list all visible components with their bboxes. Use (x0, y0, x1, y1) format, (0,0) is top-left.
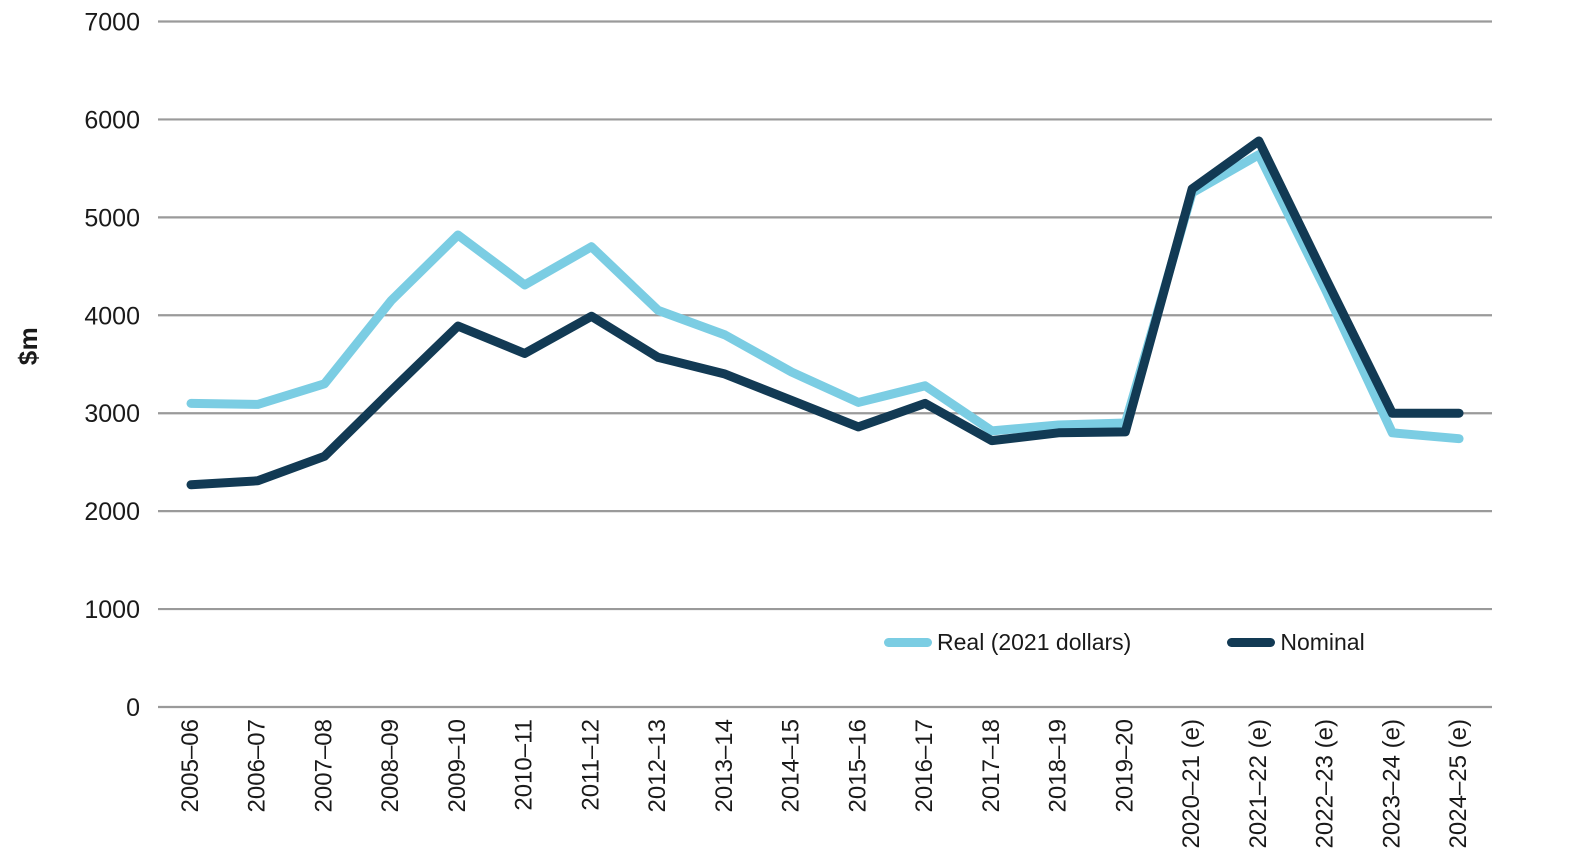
x-tick-label: 2024–25 (e) (1445, 719, 1472, 848)
x-tick-label: 2023–24 (e) (1378, 719, 1405, 848)
x-tick-label: 2007–08 (310, 719, 337, 812)
y-tick-label: 6000 (84, 106, 140, 134)
x-tick-label: 2012–13 (644, 719, 671, 812)
legend-swatch-real-line (884, 638, 932, 647)
y-tick-label: 3000 (84, 400, 140, 428)
legend-swatch-nominal-line (1227, 638, 1276, 647)
x-tick-label: 2021–22 (e) (1245, 719, 1272, 848)
y-tick-label: 2000 (84, 498, 140, 526)
x-tick-label: 2016–17 (911, 719, 938, 812)
x-tick-label: 2022–23 (e) (1312, 719, 1339, 848)
y-tick-label: 4000 (84, 302, 140, 330)
x-tick-label: 2005–06 (177, 719, 204, 812)
legend-item-nominal: Nominal (1227, 629, 1365, 656)
x-tick-label: 2006–07 (244, 719, 271, 812)
x-tick-label: 2008–09 (377, 719, 404, 812)
x-tick-label: 2015–16 (844, 719, 871, 812)
series-line-nominal (186, 136, 1464, 490)
x-tick-label: 2020–21 (e) (1178, 719, 1205, 848)
legend-label-nominal: Nominal (1280, 629, 1365, 655)
legend-item-real: Real (2021 dollars) (884, 629, 1131, 656)
x-tick-label: 2018–19 (1045, 719, 1072, 812)
series-line-real (186, 150, 1464, 444)
y-axis-title: $m (12, 326, 43, 366)
y-tick-label: 1000 (84, 596, 140, 624)
x-tick-label: 2010–11 (511, 719, 538, 811)
legend: Real (2021 dollars) Nominal (884, 629, 1365, 656)
y-tick-label: 7000 (84, 9, 140, 37)
x-tick-label: 2017–18 (978, 719, 1005, 812)
x-tick-label: 2011–12 (577, 719, 604, 811)
legend-label-real: Real (2021 dollars) (937, 629, 1132, 655)
x-tick-label: 2013–14 (711, 719, 738, 812)
x-tick-label: 2019–20 (1111, 719, 1138, 812)
x-tick-label: 2014–15 (778, 719, 805, 812)
y-tick-label: 0 (126, 694, 140, 722)
y-tick-label: 5000 (84, 204, 140, 232)
x-tick-label: 2009–10 (444, 719, 471, 812)
